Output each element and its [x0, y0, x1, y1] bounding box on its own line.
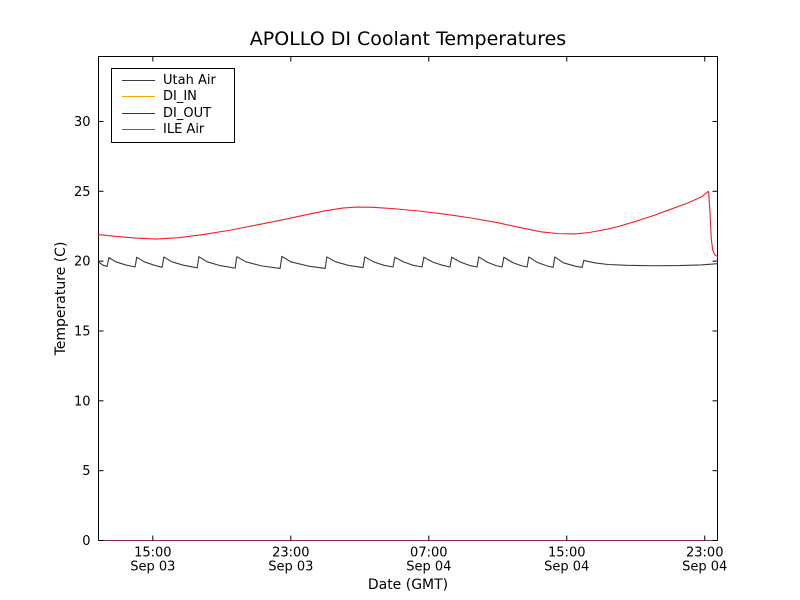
legend-line-swatch-di-out [122, 112, 155, 114]
legend-item-utah-air: Utah Air [122, 72, 234, 89]
legend-label: Utah Air [163, 72, 216, 88]
legend: Utah Air DI_IN DI_OUT ILE Air [111, 68, 235, 143]
legend-label: DI_IN [163, 89, 197, 105]
x-tick-label-date: Sep 03 [268, 560, 313, 575]
legend-item-di-in: DI_IN [122, 89, 234, 106]
plot-series [97, 190, 719, 542]
x-tick-label-time: 15:00 [134, 546, 171, 561]
legend-item-ile-air: ILE Air [122, 122, 234, 139]
x-tick-label-date: Sep 03 [130, 560, 175, 575]
y-tick-label: 0 [82, 534, 90, 549]
x-tick-label-date: Sep 04 [544, 560, 589, 575]
x-tick-label-date: Sep 04 [682, 560, 727, 575]
legend-item-di-out: DI_OUT [122, 105, 234, 122]
y-tick-label: 25 [74, 185, 91, 200]
y-axis-label: Temperature (C) [53, 242, 69, 357]
legend-line-swatch-utah-air [122, 79, 155, 81]
series-line-utah-air [97, 255, 719, 269]
series-line-ile-air [97, 190, 719, 258]
y-tick-label: 20 [74, 255, 91, 270]
y-tick-label: 5 [82, 464, 90, 479]
x-tick-label-time: 15:00 [548, 546, 585, 561]
legend-line-swatch-ile-air [122, 129, 155, 131]
legend-line-swatch-di-in [122, 96, 155, 98]
y-tick-label: 10 [74, 394, 91, 409]
y-tick-label: 15 [74, 324, 91, 339]
x-tick-label-time: 07:00 [410, 546, 447, 561]
x-tick-label-time: 23:00 [272, 546, 309, 561]
y-tick-label: 30 [74, 115, 91, 130]
x-axis-label: Date (GMT) [368, 577, 448, 593]
legend-label: DI_OUT [163, 105, 212, 121]
x-tick-label-date: Sep 04 [406, 560, 451, 575]
legend-label: ILE Air [163, 122, 205, 138]
chart-title: APOLLO DI Coolant Temperatures [250, 28, 566, 50]
x-tick-label-time: 23:00 [686, 546, 723, 561]
